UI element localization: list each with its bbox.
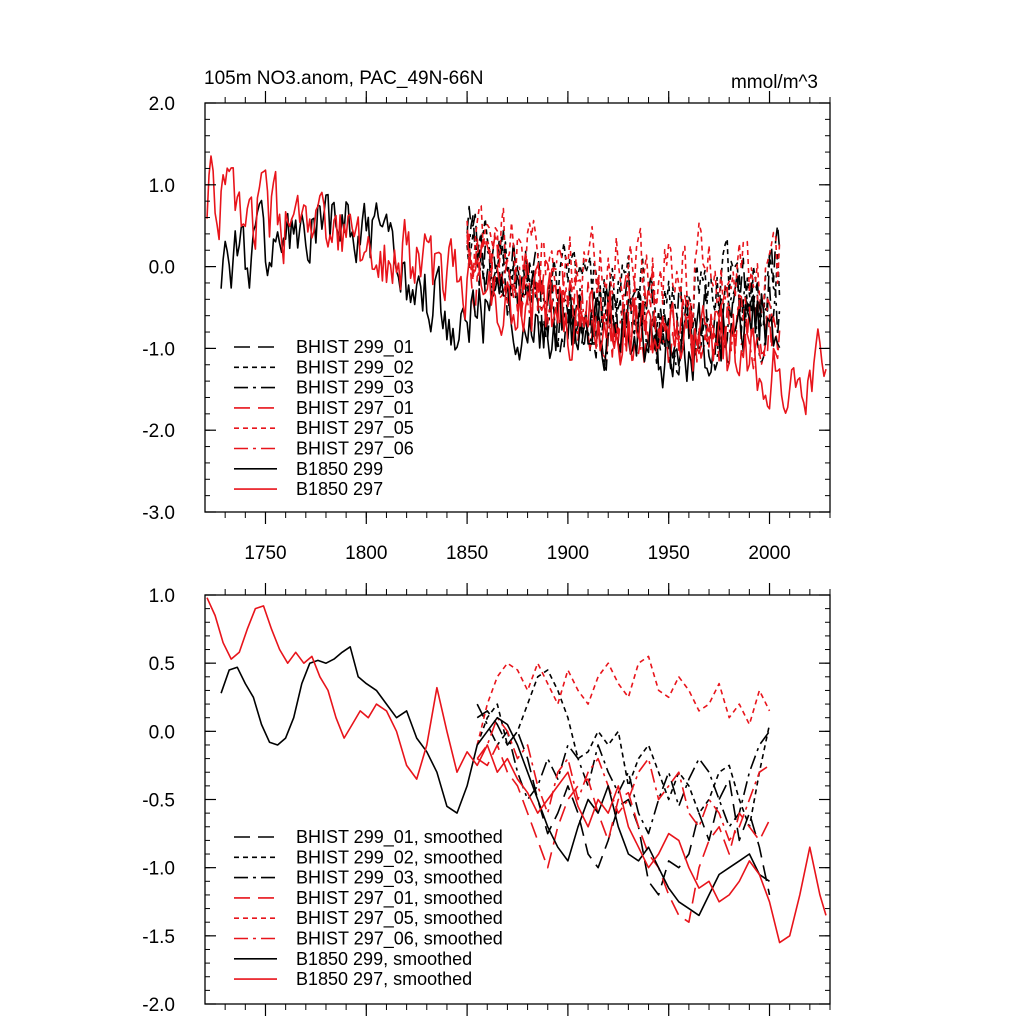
legend-label: BHIST 297_05, smoothed (296, 908, 503, 929)
y-tick-label: 0.0 (149, 722, 175, 743)
legend-label: BHIST 297_01, smoothed (296, 888, 503, 909)
legend-label: B1850 299 (296, 459, 383, 479)
x-tick-label: 1750 (244, 543, 286, 564)
x-tick-label: 1800 (345, 543, 387, 564)
series-line-7 (206, 155, 827, 416)
x-tick-label: 2000 (748, 543, 790, 564)
series-line-5 (466, 232, 781, 370)
legend-label: BHIST 297_05 (296, 418, 414, 439)
legend-label: BHIST 297_01 (296, 398, 414, 419)
y-tick-label: 0.5 (149, 654, 175, 675)
series-line-3 (476, 744, 771, 924)
x-tick-label: 1950 (648, 543, 690, 564)
x-tick-label: 1900 (547, 543, 589, 564)
legend-label: B1850 297 (296, 479, 383, 499)
x-tick-label: 1850 (446, 543, 488, 564)
y-tick-label: 0.0 (149, 258, 175, 279)
series-line-5 (476, 716, 770, 842)
y-tick-label: -1.0 (142, 859, 175, 880)
legend-label: B1850 299, smoothed (296, 949, 472, 969)
plot-frame (204, 102, 831, 513)
y-tick-label: 1.0 (149, 176, 175, 197)
series-line-6 (220, 645, 770, 917)
series-line-4 (476, 655, 771, 746)
plot-area (206, 597, 827, 944)
legend-label: BHIST 299_02 (296, 357, 414, 378)
y-tick-label: 2.0 (149, 94, 175, 115)
y-tick-label: -2.0 (142, 995, 175, 1016)
legend-label: BHIST 299_03, smoothed (296, 868, 503, 889)
series-line-1 (476, 669, 771, 828)
units-label: mmol/m^3 (731, 72, 818, 93)
y-tick-label: -3.0 (142, 503, 175, 524)
chart-title: 105m NO3.anom, PAC_49N-66N (204, 68, 484, 89)
series-line-2 (476, 703, 771, 835)
legend-label: BHIST 299_03 (296, 378, 414, 399)
legend-label: BHIST 297_06, smoothed (296, 929, 503, 950)
y-tick-label: 1.0 (149, 586, 175, 607)
y-tick-label: -0.5 (142, 791, 175, 812)
series-line-7 (206, 597, 827, 944)
series-line-4 (466, 205, 781, 323)
legend-label: B1850 297, smoothed (296, 969, 472, 989)
legend-label: BHIST 299_01, smoothed (296, 827, 503, 848)
series-line-0 (476, 710, 771, 896)
y-tick-label: -1.5 (142, 927, 175, 948)
plot-area (206, 155, 827, 416)
top-chart-panel: 105m NO3.anom, PAC_49N-66N mmol/m^3 2.0 1… (142, 68, 831, 564)
y-tick-label: -2.0 (142, 421, 175, 442)
legend-label: BHIST 297_06 (296, 439, 414, 460)
y-tick-label: -1.0 (142, 339, 175, 360)
legend-label: BHIST 299_02, smoothed (296, 847, 503, 868)
legend-label: BHIST 299_01 (296, 337, 414, 358)
bottom-chart-panel: 1.0 0.5 0.0 -0.5 -1.0 -1.5 -2.0 BHIST 299_01, s… (142, 583, 831, 1016)
